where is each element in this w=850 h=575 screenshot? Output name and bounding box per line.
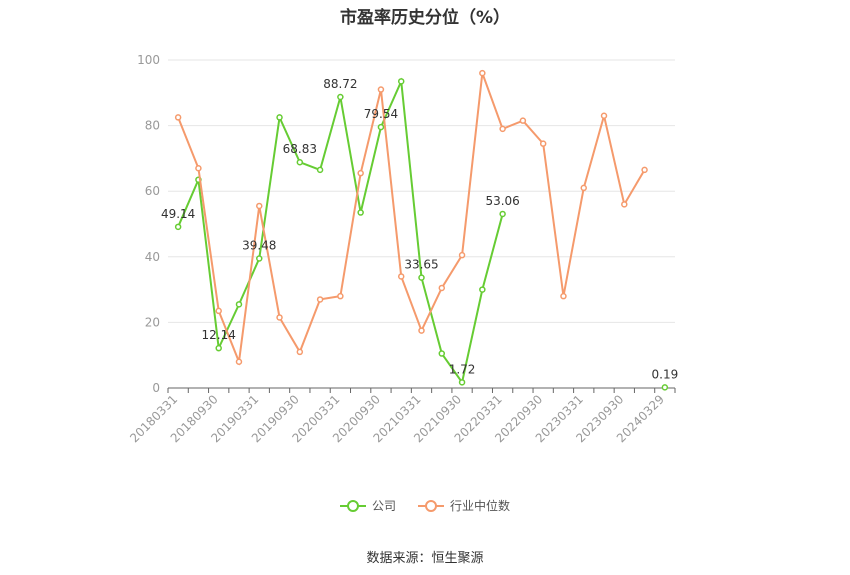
y-tick-label: 80 — [145, 119, 160, 133]
series-lines — [174, 69, 669, 391]
data-label-company: 49.14 — [161, 207, 195, 221]
data-point-company — [357, 209, 364, 216]
y-tick-label: 20 — [145, 315, 160, 329]
data-source: 数据来源：恒生聚源 — [366, 551, 484, 566]
legend-company-swatch — [339, 499, 366, 512]
data-labels: 49.14 12.14 39.48 68.83 88.72 79.54 33.65 1.72 5… — [161, 77, 678, 381]
data-label-company: 88.72 — [323, 77, 357, 91]
data-label-company: 68.83 — [283, 142, 317, 156]
data-point-industry — [215, 307, 222, 315]
data-point-industry — [357, 169, 364, 177]
data-point-industry — [641, 166, 648, 174]
legend-item-industry[interactable]: 行业中位数 — [418, 497, 510, 514]
data-point-industry — [235, 358, 243, 366]
data-label-company: 0.19 — [652, 367, 679, 381]
legend-company-label: 公司 — [371, 499, 396, 513]
data-point-industry — [276, 314, 283, 321]
y-tick-label: 40 — [145, 250, 160, 264]
data-point-industry — [195, 164, 202, 172]
data-point-company — [215, 344, 222, 352]
data-point-company — [438, 350, 446, 357]
data-label-company: 53.06 — [485, 194, 519, 208]
data-point-industry — [519, 117, 527, 124]
data-label-company: 33.65 — [404, 258, 438, 272]
data-point-industry — [539, 140, 547, 147]
data-point-industry — [418, 327, 425, 334]
data-point-company — [661, 384, 669, 391]
data-point-company — [458, 379, 466, 386]
data-point-industry — [580, 184, 587, 192]
y-tick-label: 60 — [145, 184, 160, 198]
data-point-industry — [296, 348, 304, 356]
data-point-company — [479, 286, 486, 293]
data-point-industry — [316, 296, 324, 303]
data-label-company: 39.48 — [242, 239, 276, 253]
data-point-company — [235, 301, 243, 308]
grid-lines — [168, 59, 675, 323]
data-label-company: 79.54 — [364, 107, 398, 121]
data-point-industry — [560, 292, 567, 300]
data-point-company — [316, 166, 324, 174]
data-point-industry — [337, 292, 344, 300]
series-line-industry — [177, 72, 646, 366]
y-tick-label: 0 — [152, 381, 160, 395]
legend-item-company[interactable]: 公司 — [339, 497, 396, 514]
data-point-industry — [377, 86, 385, 93]
data-point-company — [397, 78, 405, 85]
data-point-company — [276, 114, 283, 121]
data-point-company — [296, 158, 304, 166]
data-point-industry — [174, 114, 182, 121]
data-point-industry — [458, 251, 466, 259]
data-point-industry — [499, 125, 506, 133]
data-point-company — [256, 255, 263, 262]
data-point-industry — [438, 284, 446, 292]
data-point-industry — [621, 201, 628, 208]
data-point-industry — [479, 69, 486, 77]
data-point-company — [418, 274, 425, 281]
legend-industry-swatch — [418, 499, 444, 512]
data-point-company — [499, 210, 506, 218]
data-point-company — [174, 223, 182, 231]
data-point-company — [337, 93, 344, 101]
data-point-industry — [397, 273, 405, 280]
y-tick-label: 100 — [137, 53, 160, 67]
data-point-industry — [600, 112, 608, 120]
chart-title: 市盈率历史分位（%） — [339, 8, 511, 28]
data-label-company: 12.14 — [202, 328, 236, 342]
data-point-industry — [256, 202, 263, 210]
data-label-company: 1.72 — [449, 362, 476, 376]
data-point-company — [377, 123, 385, 131]
legend: 公司 行业中位数 — [0, 497, 850, 514]
legend-industry-label: 行业中位数 — [450, 499, 511, 513]
